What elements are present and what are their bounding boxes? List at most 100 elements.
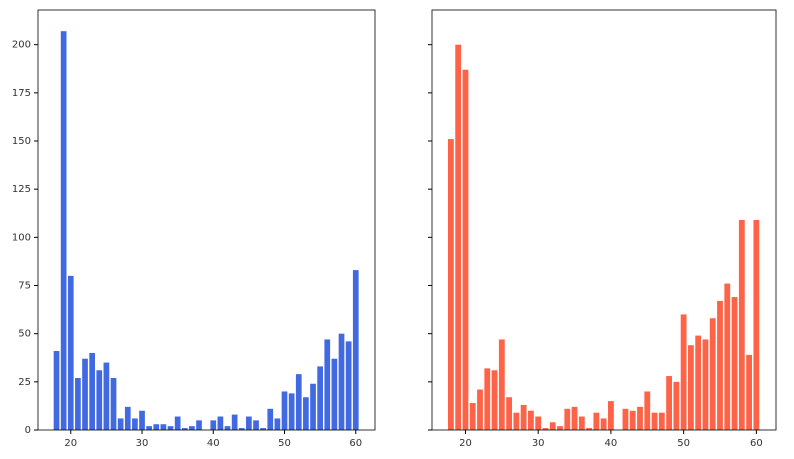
bar [484,368,491,430]
bar [210,420,217,430]
x-tick-label: 30 [136,438,149,449]
bar [196,420,202,430]
bar [528,410,534,430]
bar [491,370,498,430]
bar [103,362,110,430]
y-tick-label: 25 [18,377,31,388]
bar [622,408,629,430]
bar [578,416,585,430]
bar [324,339,331,430]
x-tick-label: 40 [207,438,220,449]
x-tick-label: 60 [349,438,362,449]
bar [82,358,88,430]
bar [455,44,462,431]
y-tick-label: 125 [12,184,31,195]
x-tick-label: 60 [750,438,763,449]
bar [549,422,556,430]
bar [132,418,138,430]
bar [477,389,483,430]
y-tick-label: 200 [12,40,31,51]
bar [462,69,469,431]
bar [608,401,614,430]
y-tick-label: 0 [25,425,31,436]
bar [217,416,224,430]
bar [593,412,600,430]
bar [224,426,231,430]
bar [146,426,152,430]
bar [338,333,345,430]
bar [637,406,643,430]
bar [60,31,67,431]
bar [281,391,288,430]
bar [189,426,195,430]
bar [513,412,520,430]
bar [246,416,252,430]
bar [117,418,124,430]
bar [75,377,81,430]
bar [564,408,571,430]
bar [673,381,680,430]
bar [260,428,266,430]
bar [448,139,454,430]
x-tick-label: 50 [278,438,291,449]
bar [331,358,338,430]
x-tick-label: 20 [459,438,472,449]
bar [571,406,578,430]
bar [753,220,760,430]
bar [288,393,295,430]
bar [651,412,658,430]
bar [96,370,103,430]
bar [498,339,505,430]
bar [53,351,60,430]
bar [731,297,738,430]
y-tick-label: 75 [18,281,31,292]
bar [680,314,687,430]
bar [352,270,359,430]
bar [535,416,542,430]
bar [160,424,167,430]
bar [167,426,174,430]
y-tick-label: 175 [12,88,31,99]
bar [717,300,723,430]
bar [724,283,731,430]
bar [153,424,160,430]
bar [542,428,549,430]
bar [231,414,238,430]
bar [253,420,259,430]
x-tick-label: 50 [677,438,690,449]
bar [702,339,709,430]
bar [274,418,281,430]
bar [709,318,716,430]
bar [110,377,117,430]
bar [238,428,245,430]
bar [629,410,636,430]
bar [174,416,181,430]
bar [520,404,527,430]
bar [267,408,274,430]
x-tick-label: 20 [64,438,77,449]
bar [124,406,131,430]
bar [139,410,145,430]
plot-frame [431,9,777,431]
bar [738,220,745,430]
y-tick-label: 150 [12,136,31,147]
bar [317,366,323,430]
bar [644,391,651,430]
bar [666,376,672,430]
bar [295,374,302,430]
bar [469,403,476,430]
bar [67,275,74,430]
bar [658,412,665,430]
bar [303,397,309,430]
bar [600,418,607,430]
bar [345,341,352,430]
y-tick-label: 50 [18,329,31,340]
bar [89,352,95,430]
y-tick-label: 100 [12,232,31,243]
x-tick-label: 30 [532,438,545,449]
bar [506,397,512,430]
bar [746,354,752,430]
x-tick-label: 40 [605,438,618,449]
